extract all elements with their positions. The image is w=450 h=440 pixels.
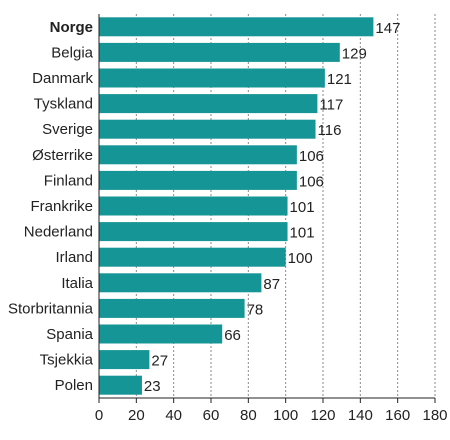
value-label: 23 (144, 378, 161, 395)
value-label: 66 (224, 327, 241, 344)
bar (99, 42, 340, 62)
bar (99, 170, 297, 190)
value-label: 78 (247, 301, 264, 318)
bar (99, 145, 297, 165)
x-tick-label: 20 (128, 407, 145, 424)
x-tick-label: 100 (273, 407, 298, 424)
value-label: 106 (299, 148, 324, 165)
value-label: 101 (290, 225, 315, 242)
bar (99, 196, 288, 216)
bar (99, 68, 325, 88)
category-label: Italia (61, 275, 93, 292)
category-label: Nederland (24, 224, 93, 241)
value-label: 117 (319, 97, 343, 114)
value-label: 87 (263, 276, 280, 293)
x-tick-label: 40 (165, 407, 182, 424)
category-label: Sverige (42, 121, 93, 138)
category-label: Finland (44, 172, 93, 189)
category-label: Tsjekkia (40, 352, 94, 369)
x-tick-label: 180 (422, 407, 447, 424)
value-label: 27 (151, 353, 168, 370)
category-label: Irland (55, 249, 93, 266)
category-label: Frankrike (30, 198, 93, 215)
bar (99, 17, 374, 37)
category-label: Belgia (51, 44, 93, 61)
category-label: Spania (46, 326, 93, 343)
bar (99, 94, 318, 114)
category-label: Norge (50, 19, 93, 36)
x-tick-label: 60 (203, 407, 220, 424)
bar (99, 247, 286, 267)
x-tick-label: 120 (310, 407, 335, 424)
category-label: Tyskland (34, 96, 93, 113)
bar (99, 222, 288, 242)
bar (99, 350, 150, 370)
category-label: Polen (55, 377, 93, 394)
category-label: Østerrike (32, 147, 93, 164)
bar (99, 273, 262, 293)
value-label: 121 (327, 71, 352, 88)
value-label: 101 (290, 199, 315, 216)
bar (99, 324, 223, 344)
x-tick-label: 80 (240, 407, 257, 424)
category-labels: Norge Belgia Danmark Tyskland Sverige Østerri… (8, 19, 94, 394)
bar (99, 375, 142, 395)
bar (99, 119, 316, 139)
value-label: 129 (342, 45, 367, 62)
bar (99, 298, 245, 318)
x-tick-label: 0 (95, 407, 103, 424)
category-label: Storbritannia (8, 300, 94, 317)
bars (99, 17, 374, 395)
x-axis: 0 20 40 60 80 100 120 140 160 180 (95, 14, 448, 424)
x-tick-label: 140 (348, 407, 373, 424)
category-label: Danmark (32, 70, 93, 87)
value-label: 116 (318, 122, 342, 139)
value-labels: 147 129 121 117 116 106 106 101 101 100 87 78 66 27 23 (144, 20, 400, 395)
value-label: 106 (299, 173, 324, 190)
x-tick-label: 160 (385, 407, 410, 424)
value-label: 100 (288, 250, 313, 267)
value-label: 147 (375, 20, 400, 37)
